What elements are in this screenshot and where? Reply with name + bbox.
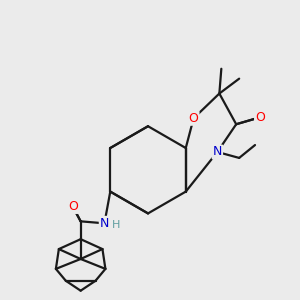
Text: O: O	[68, 200, 78, 213]
Text: N: N	[213, 146, 222, 158]
Text: H: H	[112, 220, 121, 230]
Text: O: O	[255, 111, 265, 124]
Text: N: N	[100, 217, 109, 230]
Text: O: O	[189, 112, 199, 125]
